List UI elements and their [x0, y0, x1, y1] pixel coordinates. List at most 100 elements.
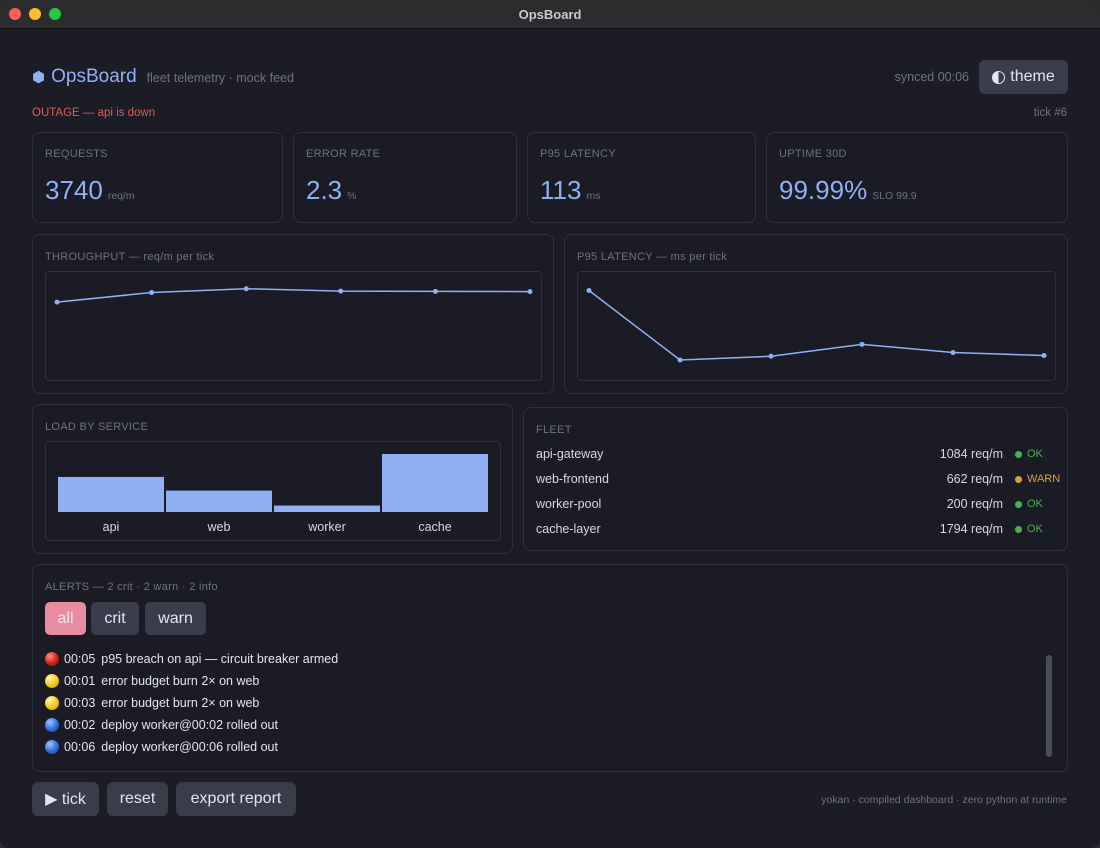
alert-item: 00:02 deploy worker@00:02 rolled out — [45, 716, 278, 734]
alert-time: 00:05 — [64, 652, 96, 666]
latency-chart — [586, 287, 1047, 363]
alert-time: 00:03 — [64, 696, 96, 710]
throughput-point — [338, 288, 344, 294]
service-load: 1794 req/m — [939, 522, 1003, 536]
alert-item: 00:05 p95 breach on api — circuit breake… — [45, 650, 338, 668]
app-subtitle: fleet telemetry · mock feed — [146, 71, 294, 85]
service-name: api-gateway — [536, 447, 604, 461]
kpi-unit: ms — [586, 190, 601, 202]
load-title: LOAD BY SERVICE — [45, 421, 149, 433]
fleet-title: FLEET — [536, 424, 572, 436]
filter-all-button[interactable]: all — [45, 602, 86, 635]
alert-text: deploy worker@00:06 rolled out — [101, 740, 278, 754]
service-status: WARN — [1027, 473, 1061, 485]
info-icon — [45, 718, 59, 732]
service-name: web-frontend — [536, 472, 609, 486]
load-bar — [274, 505, 380, 512]
service-name: cache-layer — [536, 522, 601, 536]
tick-button[interactable]: ▶ tick — [32, 782, 99, 816]
reset-button[interactable]: reset — [107, 782, 168, 816]
sync-status: synced 00:06 — [894, 70, 969, 84]
service-status: OK — [1027, 448, 1043, 460]
half-circle-icon — [992, 70, 1006, 84]
load-chart-frame: api web worker cache — [45, 441, 501, 541]
latency-point — [768, 353, 774, 359]
minimize-window-button[interactable] — [29, 8, 41, 20]
latency-point — [950, 350, 956, 356]
throughput-point — [149, 290, 155, 296]
hexagon-icon: ⬢ — [32, 69, 46, 86]
throughput-chart — [54, 286, 533, 305]
throughput-title: THROUGHPUT — req/m per tick — [45, 251, 215, 263]
fleet-row: api-gateway 1084 req/m OK — [536, 444, 1055, 464]
load-bar-label: cache — [418, 520, 451, 534]
theme-button[interactable]: theme — [979, 60, 1068, 94]
alert-time: 00:01 — [64, 674, 96, 688]
kpi-label: UPTIME 30D — [779, 148, 847, 160]
latency-point — [859, 341, 865, 347]
tick-counter: tick #6 — [1033, 107, 1067, 119]
kpi-uptime: UPTIME 30D 99.99% SLO 99.9 — [766, 132, 1068, 223]
kpi-value: 113 — [540, 175, 582, 205]
service-load: 1084 req/m — [939, 447, 1003, 461]
alert-item: 00:06 deploy worker@00:06 rolled out — [45, 738, 278, 756]
status-dot — [1015, 450, 1022, 458]
service-load: 662 req/m — [946, 472, 1003, 486]
critical-icon — [45, 652, 59, 666]
kpi-value: 3740 — [45, 175, 103, 205]
load-bar — [58, 476, 164, 512]
footer-note: yokan · compiled dashboard · zero python… — [821, 794, 1067, 806]
alerts-scrollbar[interactable] — [1046, 655, 1052, 757]
latency-point — [586, 287, 592, 293]
latency-point — [677, 357, 683, 363]
kpi-value: 2.3 — [306, 175, 343, 205]
latency-card: P95 LATENCY — ms per tick — [564, 234, 1068, 394]
load-card: LOAD BY SERVICE api web worker cache — [32, 404, 513, 554]
window-title: OpsBoard — [518, 7, 582, 22]
alerts-card: ALERTS — 2 crit · 2 warn · 2 info all cr… — [32, 564, 1068, 772]
export-report-button[interactable]: export report — [176, 782, 296, 816]
alert-time: 00:02 — [64, 718, 96, 732]
warning-icon — [45, 674, 59, 688]
filter-warn-button[interactable]: warn — [145, 602, 206, 635]
latency-point — [1041, 353, 1047, 359]
kpi-p95-latency: P95 LATENCY 113 ms — [527, 132, 756, 223]
load-bar — [382, 454, 488, 512]
kpi-unit: req/m — [107, 190, 135, 202]
kpi-unit: SLO 99.9 — [872, 190, 917, 202]
alerts-title: ALERTS — 2 crit · 2 warn · 2 info — [45, 581, 218, 593]
latency-line — [588, 289, 1045, 361]
load-bar-label: api — [103, 520, 120, 534]
latency-title: P95 LATENCY — ms per tick — [577, 251, 728, 263]
alert-item: 00:01 error budget burn 2× on web — [45, 672, 259, 690]
alert-time: 00:06 — [64, 740, 96, 754]
brand: ⬢ OpsBoard fleet telemetry · mock feed — [32, 66, 294, 88]
outage-banner: OUTAGE — api is down — [32, 107, 156, 119]
filter-crit-button[interactable]: crit — [91, 602, 139, 635]
alert-text: error budget burn 2× on web — [101, 674, 260, 688]
alert-text: deploy worker@00:02 rolled out — [101, 718, 278, 732]
service-load: 200 req/m — [946, 497, 1003, 511]
service-status: OK — [1027, 523, 1043, 535]
latency-chart-frame — [577, 271, 1056, 381]
kpi-unit: % — [347, 190, 357, 202]
zoom-window-button[interactable] — [49, 8, 61, 20]
throughput-point — [243, 286, 249, 292]
service-name: worker-pool — [536, 497, 602, 511]
throughput-line — [56, 287, 531, 303]
status-dot — [1015, 500, 1022, 508]
kpi-value: 99.99% — [779, 175, 868, 205]
load-bar — [166, 490, 272, 512]
kpi-label: ERROR RATE — [306, 148, 381, 160]
theme-label: theme — [1010, 68, 1055, 85]
alert-text: error budget burn 2× on web — [101, 696, 260, 710]
close-window-button[interactable] — [9, 8, 21, 20]
fleet-row: web-frontend 662 req/m WARN — [536, 469, 1061, 489]
fleet-row: worker-pool 200 req/m OK — [536, 494, 1055, 514]
kpi-error-rate: ERROR RATE 2.3% — [293, 132, 517, 223]
throughput-point — [54, 299, 60, 305]
alert-item: 00:03 error budget burn 2× on web — [45, 694, 259, 712]
load-chart: api web worker cache — [58, 454, 488, 534]
load-bar-label: worker — [307, 520, 346, 534]
